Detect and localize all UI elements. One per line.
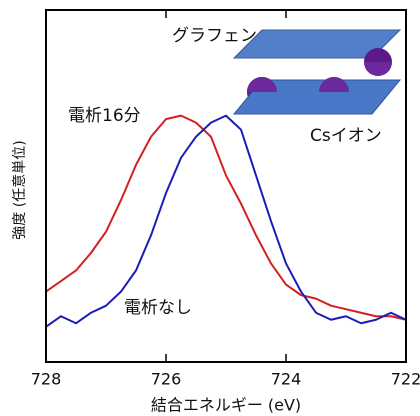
annotation: 電析16分 <box>68 106 141 126</box>
x-tick-label: 722 <box>391 370 420 389</box>
chart: 結合エネルギー (eV) 強度 (任意単位) グラフェン 電析16分 Csイオン… <box>0 0 420 416</box>
annotation: グラフェン <box>172 26 257 46</box>
x-tick-label: 724 <box>271 370 302 389</box>
x-axis-label: 結合エネルギー (eV) <box>151 396 301 415</box>
x-tick-label: 726 <box>151 370 182 389</box>
annotation: 電析なし <box>124 298 192 318</box>
plot-area <box>46 116 406 327</box>
line-series <box>46 116 406 320</box>
y-axis-label: 強度 (任意単位) <box>11 140 28 239</box>
inset-diagram <box>234 30 400 114</box>
line-series <box>46 116 406 327</box>
x-tick-label: 728 <box>31 370 62 389</box>
annotation: Csイオン <box>310 126 382 146</box>
